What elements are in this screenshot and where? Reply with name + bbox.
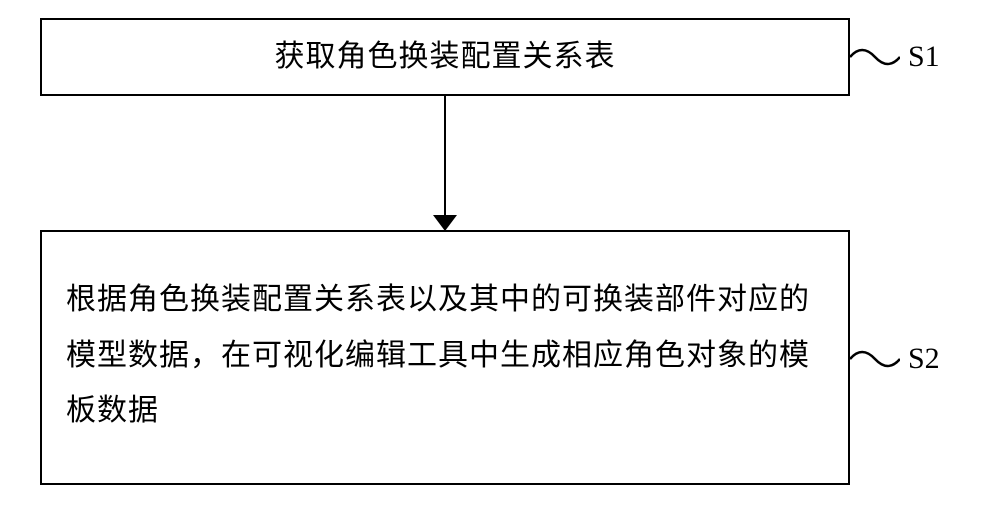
label-s1: S1	[908, 40, 940, 74]
step-s2-text: 根据角色换装配置关系表以及其中的可换装部件对应的模型数据，在可视化编辑工具中生成…	[66, 272, 824, 439]
step-s1-text: 获取角色换装配置关系表	[275, 29, 616, 85]
arrow-s1-to-s2-head	[433, 215, 457, 231]
flow-step-s1: 获取角色换装配置关系表	[40, 18, 850, 96]
flow-step-s2: 根据角色换装配置关系表以及其中的可换装部件对应的模型数据，在可视化编辑工具中生成…	[40, 230, 850, 485]
flowchart-container: 获取角色换装配置关系表 根据角色换装配置关系表以及其中的可换装部件对应的模型数据…	[0, 0, 1000, 526]
connector-s1-tilde	[850, 42, 900, 72]
label-s2: S2	[908, 342, 940, 376]
arrow-s1-to-s2-line	[444, 96, 446, 218]
connector-s2-tilde	[850, 344, 900, 374]
